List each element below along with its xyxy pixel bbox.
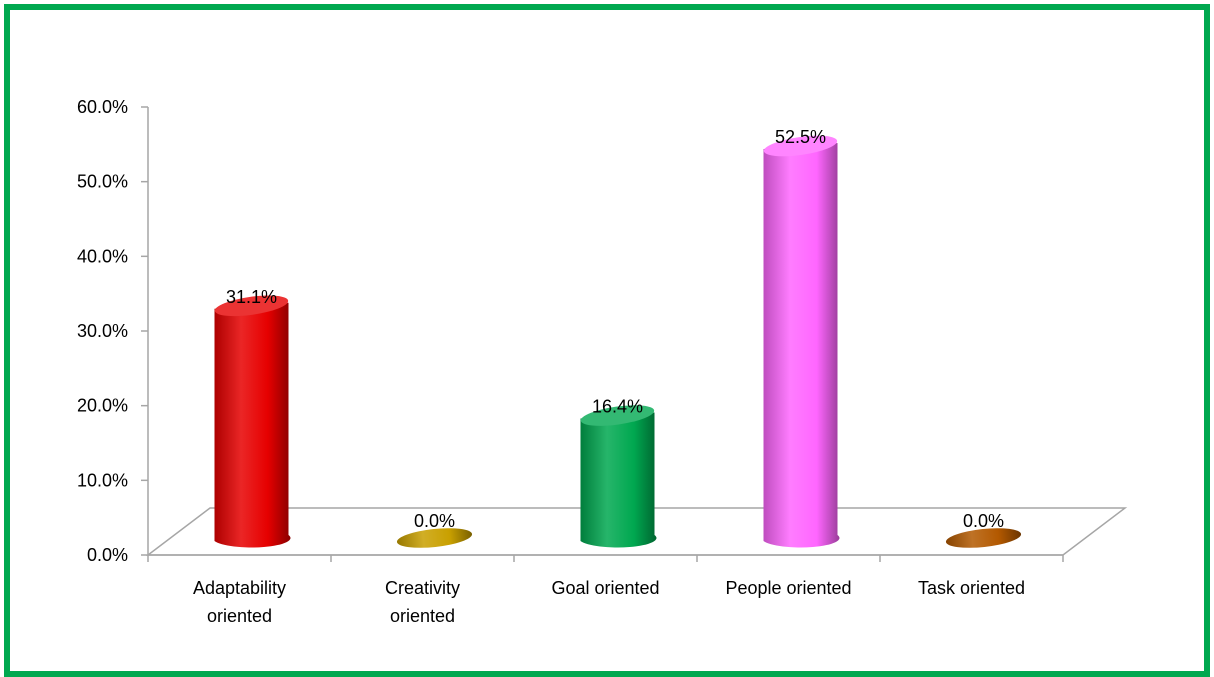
- x-tick-label: Goal oriented: [551, 578, 659, 598]
- bar-top: [214, 295, 289, 317]
- bar: [396, 528, 473, 548]
- chart-frame: [4, 4, 1210, 677]
- x-tick-label: Adaptability: [193, 578, 286, 598]
- y-tick-label: 30.0%: [77, 321, 128, 341]
- bar-zero-disc: [945, 528, 1022, 548]
- y-tick-label: 10.0%: [77, 470, 128, 490]
- x-tick-label: Creativity: [385, 578, 460, 598]
- bar-body: [580, 412, 657, 548]
- bar-top: [580, 405, 655, 426]
- data-label: 0.0%: [414, 511, 455, 531]
- bar: [580, 405, 657, 548]
- data-label: 52.5%: [775, 127, 826, 147]
- y-tick-label: 20.0%: [77, 396, 128, 416]
- bar-body: [763, 143, 840, 548]
- y-tick-label: 40.0%: [77, 246, 128, 266]
- x-tick-label: People oriented: [725, 578, 851, 598]
- bar: [763, 135, 840, 548]
- bar-top: [763, 135, 838, 157]
- bar-body: [214, 302, 291, 548]
- x-tick-label: Task oriented: [918, 578, 1025, 598]
- y-tick-label: 50.0%: [77, 172, 128, 192]
- data-label: 16.4%: [592, 397, 643, 417]
- x-tick-label: oriented: [390, 606, 455, 626]
- y-tick-label: 0.0%: [87, 545, 128, 565]
- bar-zero-disc: [396, 528, 473, 548]
- y-tick-label: 60.0%: [77, 97, 128, 117]
- bar: [214, 295, 291, 548]
- x-tick-label: oriented: [207, 606, 272, 626]
- data-label: 31.1%: [226, 287, 277, 307]
- bar: [945, 528, 1022, 548]
- data-label: 0.0%: [963, 511, 1004, 531]
